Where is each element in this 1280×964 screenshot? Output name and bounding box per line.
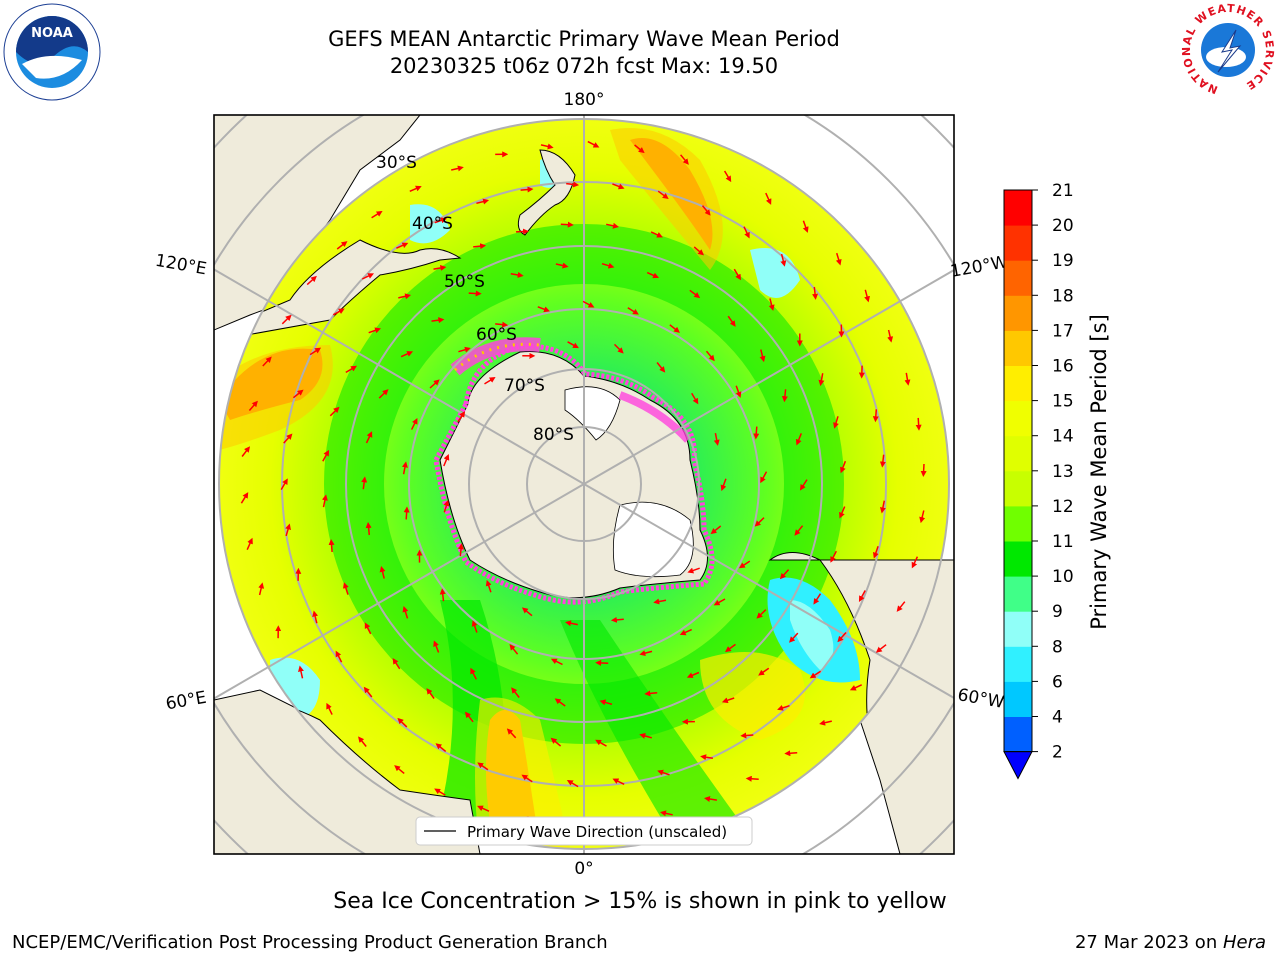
lon-label-180: 180° <box>564 90 605 110</box>
colorbar-segment <box>1004 471 1032 507</box>
colorbar-tick-label: 8 <box>1052 637 1063 657</box>
colorbar-segment <box>1004 366 1032 402</box>
colorbar-tick-label: 13 <box>1052 462 1074 482</box>
colorbar-tick-label: 14 <box>1052 427 1074 447</box>
wave-direction-arrow <box>923 464 924 475</box>
wave-direction-arrow <box>742 735 753 736</box>
wave-direction-arrow <box>876 409 877 420</box>
lon-label-120w: 120°W <box>949 252 1010 282</box>
footer-machine: Hera <box>1223 932 1266 953</box>
lon-label-0: 0° <box>574 859 593 879</box>
lon-label-60w: 60°W <box>956 685 1006 713</box>
colorbar-tick-label: 20 <box>1052 216 1074 236</box>
lat-label-80s: 80°S <box>533 425 574 445</box>
colorbar-tick-label: 2 <box>1052 743 1063 763</box>
footer-date: 27 Mar 2023 on Hera <box>1075 932 1266 953</box>
footer-date-text: 27 Mar 2023 on <box>1075 932 1223 953</box>
wave-direction-arrow <box>597 663 608 664</box>
colorbar-tick-label: 18 <box>1052 286 1074 306</box>
colorbar-segment <box>1004 330 1032 366</box>
lat-label-50s: 50°S <box>444 272 485 292</box>
colorbar-segment <box>1004 576 1032 612</box>
colorbar-segment <box>1004 541 1032 577</box>
colorbar-segment <box>1004 681 1032 717</box>
lat-label-70s: 70°S <box>504 376 545 396</box>
colorbar-tick-label: 16 <box>1052 357 1074 377</box>
lon-label-120e: 120°E <box>154 251 208 280</box>
wave-direction-arrow <box>748 779 759 780</box>
lat-label-60s: 60°S <box>476 325 517 345</box>
wave-direction-arrow <box>918 418 919 429</box>
map-legend: Primary Wave Direction (unscaled) <box>416 817 752 845</box>
colorbar-tick-label: 10 <box>1052 567 1074 587</box>
colorbar-tick-label: 17 <box>1052 321 1074 341</box>
colorbar-tick-label: 19 <box>1052 251 1074 271</box>
colorbar-segment <box>1004 260 1032 296</box>
colorbar-tick-label: 9 <box>1052 602 1063 622</box>
colorbar-segment <box>1004 506 1032 542</box>
lon-label-60e: 60°E <box>164 688 208 715</box>
colorbar-segment <box>1004 295 1032 331</box>
wave-direction-arrow <box>646 693 657 694</box>
wave-direction-arrow <box>516 231 527 232</box>
colorbar-tick-label: 4 <box>1052 708 1063 728</box>
footer-branch: NCEP/EMC/Verification Post Processing Pr… <box>12 932 608 953</box>
wave-direction-arrow <box>786 753 797 754</box>
wave-direction-arrow <box>756 427 757 438</box>
colorbar-extend-triangle <box>1004 752 1032 779</box>
colorbar-tick-label: 12 <box>1052 497 1074 517</box>
sea-ice-note: Sea Ice Concentration > 15% is shown in … <box>0 889 1280 914</box>
wave-direction-arrow <box>561 224 572 225</box>
colorbar-segment <box>1004 717 1032 753</box>
colorbar-segment <box>1004 190 1032 226</box>
wave-direction-arrow <box>469 293 480 294</box>
wave-direction-arrow <box>613 619 624 620</box>
colorbar-segment <box>1004 611 1032 647</box>
colorbar-label: Primary Wave Mean Period [s] <box>1087 314 1111 630</box>
legend-label: Primary Wave Direction (unscaled) <box>467 823 727 841</box>
wave-direction-arrow <box>406 508 407 519</box>
wave-direction-arrow <box>521 189 532 190</box>
wave-direction-arrow <box>331 541 332 552</box>
colorbar-tick-label: 11 <box>1052 532 1074 552</box>
colorbar-tick-label: 15 <box>1052 392 1074 412</box>
colorbar-segment <box>1004 401 1032 437</box>
colorbar-segment <box>1004 225 1032 261</box>
lat-label-40s: 40°S <box>412 214 453 234</box>
colorbar-segment <box>1004 436 1032 472</box>
colorbar-segment <box>1004 646 1032 682</box>
colorbar: 2 4 6 8 9 10 11 12 13 14 15 16 17 18 19 20 21 <box>1004 181 1074 779</box>
lat-label-30s: 30°S <box>376 153 417 173</box>
colorbar-tick-label: 21 <box>1052 181 1074 201</box>
colorbar-tick-label: 6 <box>1052 672 1063 692</box>
